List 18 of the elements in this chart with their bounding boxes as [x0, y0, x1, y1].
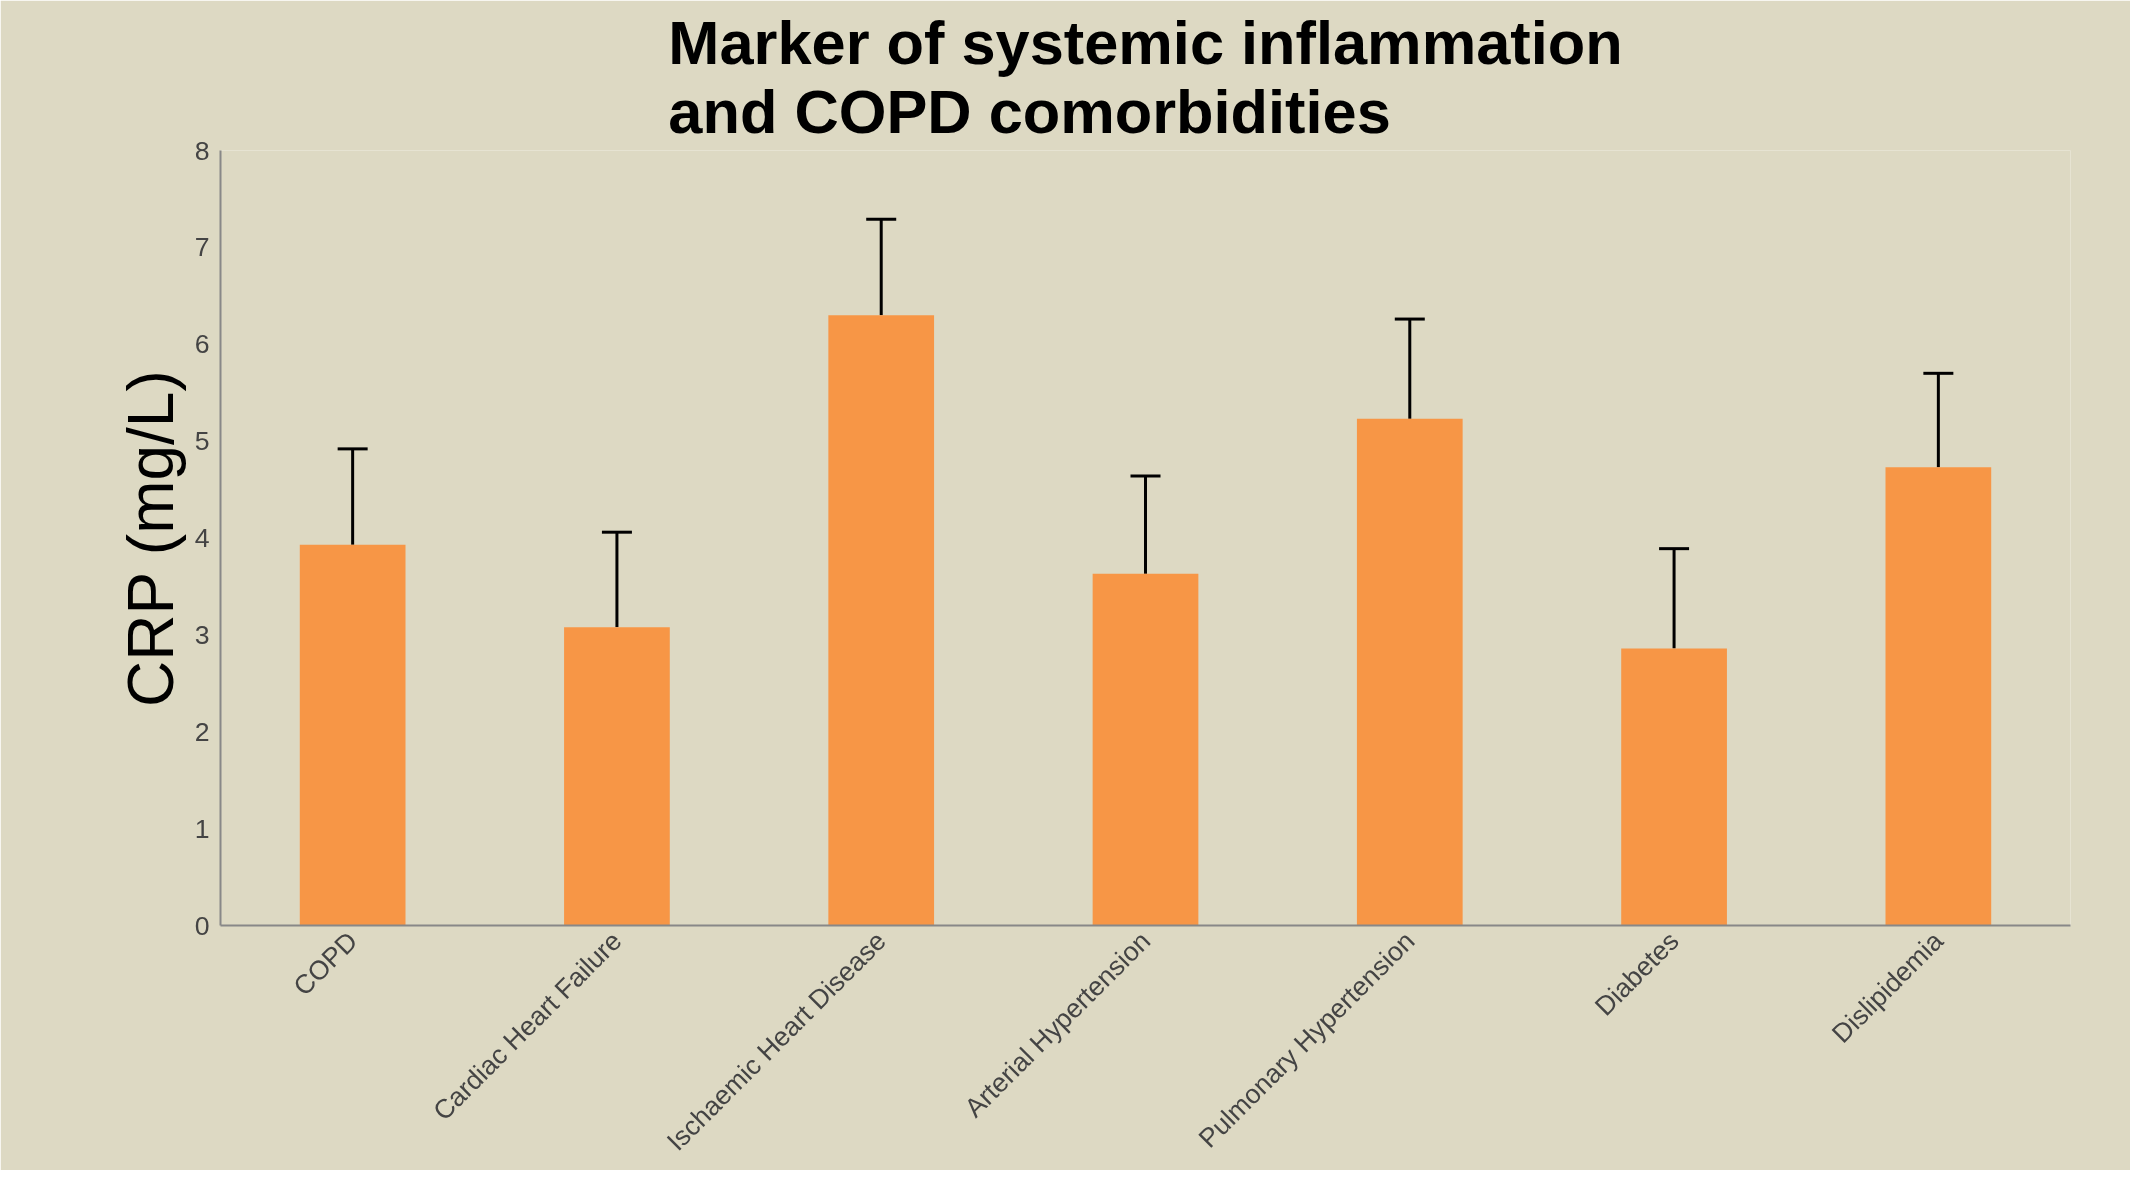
y-tick-label: 2 [194, 716, 210, 747]
y-tick-label: 4 [194, 523, 210, 553]
chart-title: Marker of systemic inflammation and COPD comorbidities [668, 7, 1623, 146]
y-tick-label: 3 [194, 619, 210, 650]
bar [564, 627, 670, 926]
bar [828, 315, 935, 926]
y-tick-label: 8 [194, 135, 210, 166]
bar [1621, 648, 1727, 926]
y-tick-label: 5 [194, 426, 210, 457]
bar [1356, 418, 1463, 926]
bar [1885, 467, 1992, 926]
y-axis-title: CRP (mg/L) [114, 370, 187, 707]
bar [299, 544, 406, 926]
y-tick-label: 6 [194, 329, 210, 360]
y-tick-label: 7 [194, 232, 210, 263]
bar [1092, 573, 1199, 926]
y-tick-label: 0 [194, 910, 210, 941]
y-tick-label: 1 [194, 813, 210, 844]
